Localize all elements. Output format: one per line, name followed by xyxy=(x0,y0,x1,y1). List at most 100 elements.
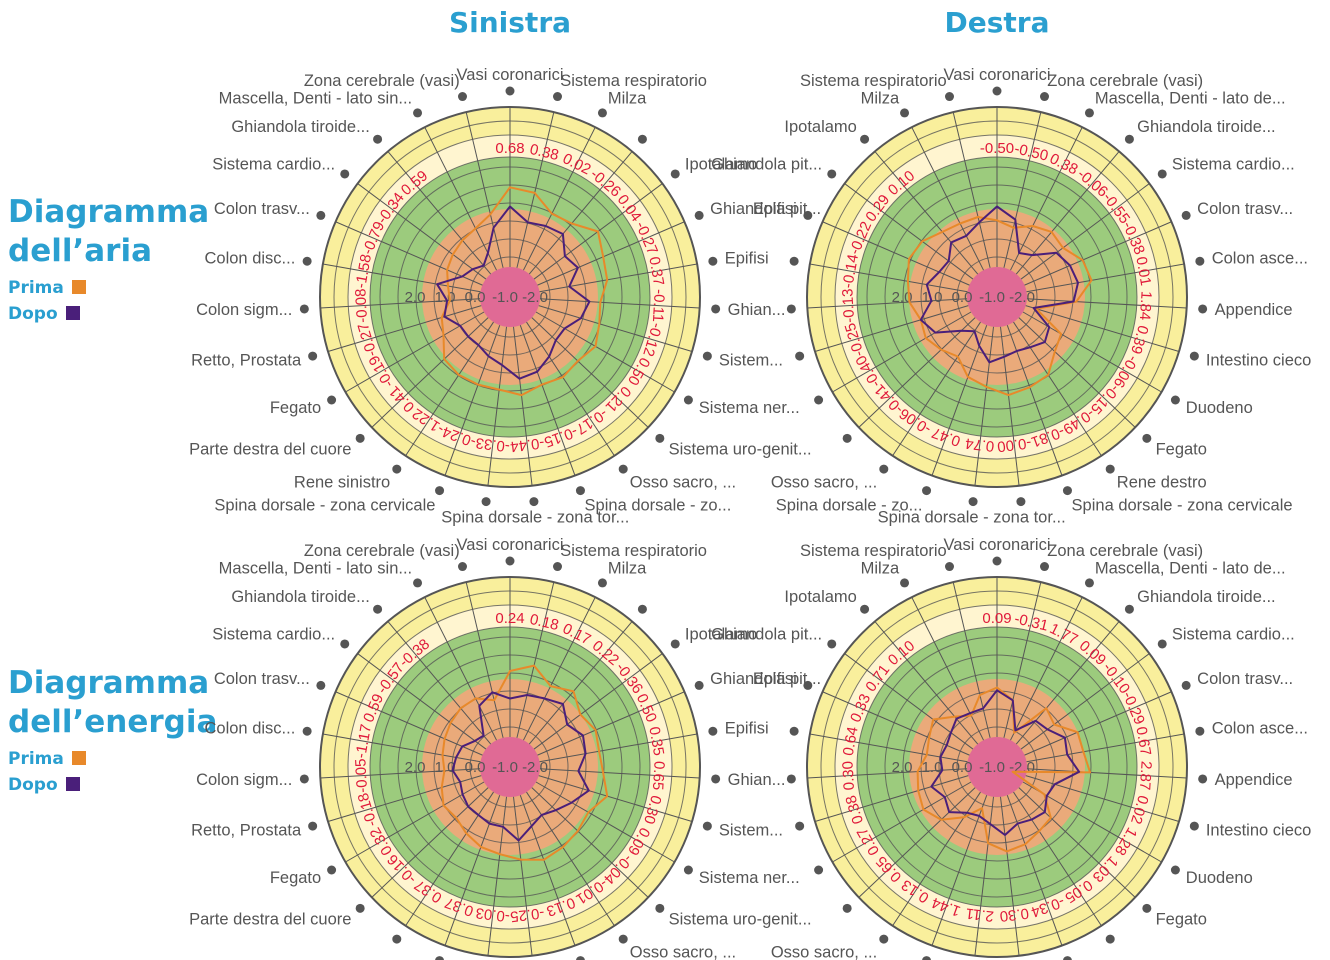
axis-dot xyxy=(1189,821,1199,831)
spoke xyxy=(327,305,482,352)
value-label: 0.30 xyxy=(999,904,1030,924)
legend-prima: Prima xyxy=(8,277,198,299)
value-label: -0.33 xyxy=(475,434,511,455)
spoke xyxy=(931,795,988,946)
axis-label: Appendice xyxy=(1215,301,1293,319)
axis-label: Colon disc... xyxy=(205,719,296,737)
spoke xyxy=(1003,582,1042,738)
axis-label: Fegato xyxy=(270,399,321,417)
spoke xyxy=(335,221,483,286)
axis-dot xyxy=(879,934,889,944)
value-label: -0.44 xyxy=(509,434,545,455)
axis-dot xyxy=(1124,604,1134,614)
value-label: 0.74 xyxy=(964,434,995,454)
axis-dot xyxy=(637,134,647,144)
axis-label: Sistem... xyxy=(719,352,783,370)
axis-label: Spina dorsale - zona cervicale xyxy=(1072,497,1293,515)
axis-dot xyxy=(1062,486,1072,496)
axis-dot xyxy=(922,956,932,960)
axis-label: Intestino cieco xyxy=(1206,822,1311,840)
axis-dot xyxy=(1016,497,1026,507)
scale-label: 2.0 xyxy=(405,289,426,306)
axis-dot xyxy=(1170,395,1180,405)
axis-dot xyxy=(827,169,837,179)
spoke xyxy=(1006,795,1063,946)
spoke xyxy=(814,305,969,352)
spoke xyxy=(858,317,976,428)
axis-dot xyxy=(597,578,607,588)
axis-dot xyxy=(1195,256,1205,266)
axis-label: Colon trasv... xyxy=(1197,200,1293,218)
spoke xyxy=(999,796,1020,956)
axis-dot xyxy=(481,497,491,507)
scale-label: 0.0 xyxy=(952,759,973,776)
spoke xyxy=(1025,305,1180,352)
axis-dot xyxy=(842,903,852,913)
spoke xyxy=(822,221,970,286)
axis-label: Sistema uro-genit... xyxy=(669,440,812,458)
axis-dot xyxy=(1062,956,1072,960)
spoke xyxy=(832,781,972,863)
axis-dot xyxy=(316,210,326,220)
axis-dot xyxy=(553,92,563,102)
value-label: 0.68 xyxy=(495,140,524,157)
axis-label: Vasi coronarici xyxy=(457,66,564,84)
axis-label: Fegato xyxy=(1156,440,1207,458)
spoke xyxy=(538,775,693,822)
spoke xyxy=(512,796,533,956)
spoke xyxy=(538,305,693,352)
axis-dot xyxy=(435,486,445,496)
row-title-line2: dell’aria xyxy=(8,233,152,269)
axis-dot xyxy=(302,726,312,736)
spoke xyxy=(519,325,576,476)
axis-dot xyxy=(683,865,693,875)
value-label: 0.24 xyxy=(495,610,524,627)
scale-label: 1.0 xyxy=(922,759,943,776)
scale-label: 0.0 xyxy=(465,289,486,306)
spoke xyxy=(874,151,979,275)
spoke xyxy=(911,126,984,271)
axis-label: Intestino cieco xyxy=(1206,352,1311,370)
axis-label: Ghiandola tiroide... xyxy=(1137,588,1276,606)
spoke xyxy=(952,582,991,738)
axis-dot xyxy=(618,464,628,474)
spoke xyxy=(892,791,981,927)
spoke xyxy=(1024,691,1172,756)
axis-dot xyxy=(413,108,423,118)
spoke xyxy=(465,582,504,738)
axis-label: Appendice xyxy=(1215,771,1293,789)
spoke xyxy=(531,787,649,898)
axis-dot xyxy=(1198,304,1208,314)
axis-label: Sistema ner... xyxy=(699,399,800,417)
axis-label: Spina dorsale - zo... xyxy=(585,497,732,515)
axis-label: Ghian... xyxy=(728,301,786,319)
axis-dot xyxy=(308,821,318,831)
series-prima xyxy=(440,186,609,397)
spoke xyxy=(1018,787,1136,898)
axis-dot xyxy=(683,395,693,405)
series-dopo xyxy=(919,205,1079,364)
axis-dot xyxy=(789,256,799,266)
spoke xyxy=(1026,298,1187,309)
spoke xyxy=(1024,221,1172,286)
axis-dot xyxy=(327,865,337,875)
spoke xyxy=(1018,317,1136,428)
scale-label: 2.0 xyxy=(892,289,913,306)
value-label: -0.25 xyxy=(509,904,545,925)
axis-label: Milza xyxy=(861,90,900,108)
axis-dot xyxy=(655,903,665,913)
axis-dot xyxy=(340,639,350,649)
axis-label: Osso sacro, ... xyxy=(630,473,736,491)
axis-dot xyxy=(505,556,515,566)
axis-dot xyxy=(708,256,718,266)
spoke xyxy=(526,321,615,457)
spoke xyxy=(531,317,649,428)
spoke xyxy=(1010,126,1083,271)
axis-label: Sistema ner... xyxy=(699,869,800,887)
row-title-line1: Diagramma xyxy=(8,194,210,230)
axis-label: Rene sinistro xyxy=(294,473,390,491)
legend-prima-swatch xyxy=(71,280,86,294)
axis-dot xyxy=(597,108,607,118)
